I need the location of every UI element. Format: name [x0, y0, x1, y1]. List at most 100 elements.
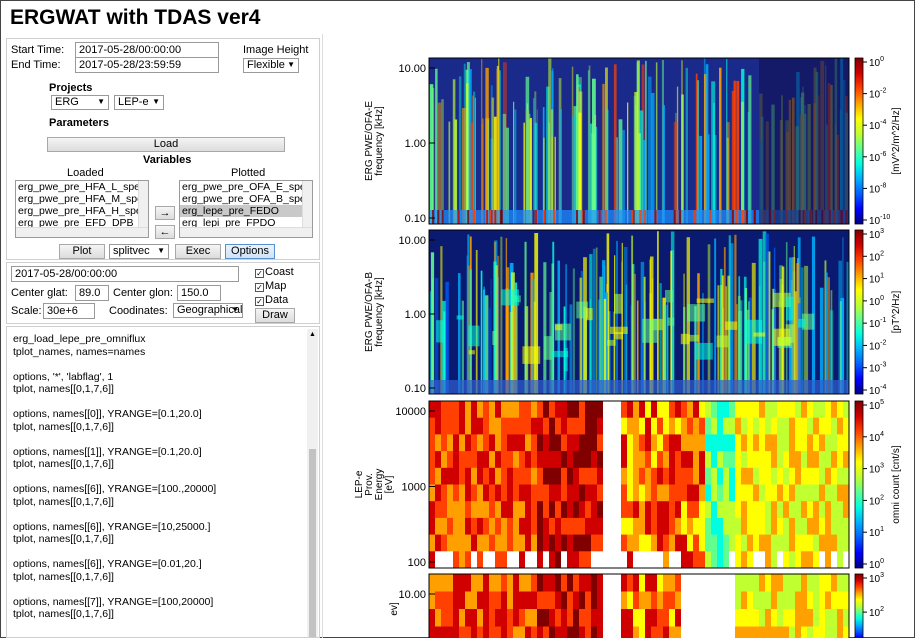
scroll-up-icon[interactable]: ▲	[309, 331, 316, 338]
coordinates-label: Coodinates:	[109, 305, 168, 317]
colorbar-label: [pT^2/Hz]	[891, 291, 902, 334]
colorbar-tick-label: 102	[869, 494, 884, 507]
chevron-down-icon: ▼	[157, 246, 165, 255]
end-time-label: End Time:	[11, 59, 61, 71]
spectrogram-image	[429, 401, 849, 568]
list-item[interactable]: erg_pwe_pre_HFA_H_spec	[18, 205, 147, 217]
plot-panel-3: 10000 1000 100 LEP-e Prov. Energy [eV] 105 104 10…	[354, 399, 902, 571]
colorbar	[854, 573, 864, 638]
scale-label: Scale:	[11, 305, 42, 317]
map-control-panel: 2017-05-28/00:00:00 ✓ Coast ✓ Map ✓ Data Ce…	[6, 262, 320, 324]
list-item-selected[interactable]: erg_lepe_pre_FEDO	[180, 205, 312, 217]
variables-label: Variables	[143, 154, 192, 166]
plotted-variables-list[interactable]: erg_pwe_pre_OFA_E_spec erg_pwe_pre_OFA_B…	[179, 180, 313, 238]
plot-frame	[428, 57, 850, 225]
y-tick-label: 0.10	[405, 383, 426, 395]
script-line: tplot, names[[0,1,7,6]]	[13, 570, 114, 583]
colorbar-tick-label: 104	[869, 431, 884, 444]
plot-button[interactable]: Plot	[59, 244, 105, 259]
script-line	[13, 433, 303, 446]
script-line	[13, 471, 303, 484]
vertical-scrollbar[interactable]: ▲	[307, 329, 318, 637]
list-item[interactable]: erg_pwe_pre_HFA_L_spec	[18, 181, 146, 193]
script-line: tplot, names[[0,1,7,6]]	[13, 533, 114, 545]
instrument-select[interactable]: LEP-e ▼	[114, 95, 164, 110]
list-item[interactable]: erg_pwe_pre_OFA_E_spec	[182, 181, 311, 193]
horizontal-scrollbar[interactable]	[180, 227, 312, 237]
image-height-label: Image Height	[243, 44, 309, 56]
list-item[interactable]: erg_lepi_pre_FPDO	[182, 217, 276, 229]
script-line: options, names[[7]], YRANGE=[100,20000]	[13, 595, 214, 608]
start-time-label: Start Time:	[11, 44, 65, 56]
options-button[interactable]: Options	[225, 244, 275, 259]
center-glat-input[interactable]: 89.0	[75, 285, 109, 301]
image-height-select[interactable]: Flexible ▼	[243, 58, 299, 73]
mission-select[interactable]: ERG ▼	[51, 95, 109, 110]
data-checkbox[interactable]: ✓ Data	[255, 294, 289, 306]
vertical-scrollbar[interactable]	[302, 181, 312, 227]
coordinates-select[interactable]: Geographical ▼	[173, 303, 243, 318]
y-axis-label: [eV]	[384, 475, 395, 493]
colorbar-tick-label: 10-2	[869, 88, 886, 101]
command-script-text[interactable]: erg_load_lepe_pre_omniflux tplot_names, n…	[13, 333, 303, 621]
load-button[interactable]: Load	[47, 137, 285, 152]
map-time-input[interactable]: 2017-05-28/00:00:00	[11, 266, 239, 282]
y-tick-label: 1.00	[405, 309, 426, 321]
colorbar-tick-label: 100	[869, 56, 884, 69]
colorbar-tick-label: 10-6	[869, 151, 886, 164]
colorbar-tick-label: 101	[869, 273, 884, 286]
horizontal-scrollbar[interactable]	[16, 227, 148, 237]
plot-mode-select[interactable]: splitvec ▼	[109, 244, 169, 259]
script-line: tplot, names[[0,1,7,6]]	[13, 420, 114, 433]
colorbar-label: [mV^2/m^2/Hz]	[891, 107, 902, 174]
script-line: erg_load_lepe_pre_omniflux	[13, 333, 146, 345]
list-item[interactable]: erg_pwe_pre_OFA_B_spec	[182, 193, 311, 205]
add-variable-button[interactable]: →	[155, 206, 175, 220]
app-title: ERGWAT with TDAS ver4	[10, 6, 261, 29]
colorbar	[854, 57, 864, 225]
y-axis-label: LEP-e	[354, 470, 365, 498]
script-line: tplot, names[[0,1,7,6]]	[13, 458, 114, 470]
remove-variable-button[interactable]: ←	[155, 225, 175, 239]
scrollbar-thumb[interactable]	[309, 449, 316, 637]
check-icon: ✓	[255, 297, 264, 306]
script-line	[13, 583, 303, 596]
script-line	[13, 508, 303, 521]
center-glon-input[interactable]: 150.0	[177, 285, 221, 301]
colorbar-tick-label: 100	[869, 295, 884, 308]
projects-label: Projects	[49, 82, 93, 94]
colorbar-tick-label: 103	[869, 572, 884, 585]
spectrogram-image	[429, 230, 849, 394]
plot-frame	[428, 400, 850, 569]
script-line: tplot_names, names=names	[13, 345, 146, 358]
colorbar-tick-label: 10-4	[869, 119, 886, 132]
scale-input[interactable]: 30e+6	[43, 303, 95, 319]
exec-button[interactable]: Exec	[175, 244, 221, 259]
list-item[interactable]: erg_pwe_pre_HFA_M_spec	[18, 193, 148, 205]
colorbar-tick-label: 10-8	[869, 182, 886, 195]
coast-checkbox[interactable]: ✓ Coast	[255, 266, 294, 278]
y-axis-label: ERG PWE/OFA-B	[364, 272, 375, 352]
script-line: tplot, names[[0,1,7,6]]	[13, 383, 114, 395]
spectrogram-image	[429, 58, 849, 224]
script-line	[13, 546, 303, 559]
command-script-panel[interactable]: erg_load_lepe_pre_omniflux tplot_names, n…	[6, 326, 320, 638]
vertical-scrollbar[interactable]	[138, 181, 148, 227]
y-axis-label: frequency [kHz]	[374, 106, 385, 176]
script-line: options, names[[1]], YRANGE=[0.1,20.0]	[13, 445, 202, 458]
script-line: options, names[[6]], YRANGE=[10,25000.]	[13, 520, 211, 533]
loaded-variables-list[interactable]: erg_pwe_pre_HFA_L_spec erg_pwe_pre_HFA_M…	[15, 180, 149, 238]
y-tick-label: 10.00	[398, 235, 426, 247]
y-tick-label: 10.00	[398, 63, 426, 75]
y-axis-label: ev]	[389, 602, 400, 616]
colorbar-label: omni count [cnt/s]	[891, 445, 902, 524]
list-item[interactable]: erg_pwe_pre_EFD_DPB_s	[18, 217, 145, 229]
plotted-label: Plotted	[231, 167, 266, 179]
script-line: options, '*', 'labflag', 1	[13, 370, 114, 383]
map-checkbox[interactable]: ✓ Map	[255, 280, 287, 292]
start-time-input[interactable]: 2017-05-28/00:00:00	[75, 42, 219, 58]
control-column: Start Time: 2017-05-28/00:00:00 End Time…	[6, 34, 320, 638]
end-time-input[interactable]: 2017-05-28/23:59:59	[75, 57, 219, 73]
chevron-down-icon: ▼	[287, 60, 295, 69]
draw-button[interactable]: Draw	[255, 308, 295, 323]
